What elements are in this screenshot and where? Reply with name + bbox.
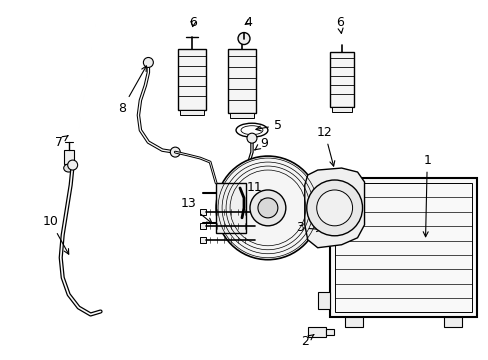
Bar: [216, 183, 245, 233]
Bar: [317, 292, 329, 310]
Text: 2: 2: [300, 334, 313, 348]
Bar: [317, 186, 329, 204]
Bar: [443, 318, 461, 328]
Text: 4: 4: [244, 16, 251, 29]
Text: 1: 1: [422, 154, 430, 237]
Text: 9: 9: [254, 137, 267, 150]
Text: 5: 5: [255, 119, 281, 132]
Circle shape: [246, 133, 256, 143]
Text: 8: 8: [118, 66, 146, 115]
Text: 6: 6: [335, 16, 343, 33]
Bar: [325, 329, 333, 336]
Circle shape: [216, 156, 319, 260]
Circle shape: [258, 198, 277, 218]
Text: 10: 10: [43, 215, 69, 254]
Circle shape: [316, 190, 352, 226]
Polygon shape: [304, 168, 364, 248]
Bar: [307, 328, 325, 337]
Bar: [227, 49, 255, 113]
Bar: [63, 150, 74, 164]
Circle shape: [249, 190, 285, 226]
Circle shape: [143, 58, 153, 67]
Bar: [229, 113, 253, 118]
Bar: [344, 318, 362, 328]
Bar: [200, 223, 206, 229]
Text: 12: 12: [316, 126, 334, 166]
Text: 3: 3: [295, 221, 321, 234]
Bar: [200, 237, 206, 243]
Bar: [329, 178, 476, 318]
Bar: [329, 53, 353, 107]
Bar: [334, 183, 471, 312]
Circle shape: [306, 180, 362, 236]
Polygon shape: [314, 218, 336, 243]
Bar: [200, 209, 206, 215]
Text: 7: 7: [55, 136, 68, 149]
Bar: [331, 107, 351, 112]
Text: 13: 13: [180, 197, 212, 223]
Circle shape: [238, 32, 249, 45]
Bar: [178, 49, 206, 110]
Ellipse shape: [63, 164, 74, 172]
Circle shape: [67, 160, 78, 170]
Bar: [180, 110, 203, 115]
Text: 6: 6: [189, 16, 197, 29]
Text: 11: 11: [246, 181, 265, 209]
Circle shape: [170, 147, 180, 157]
